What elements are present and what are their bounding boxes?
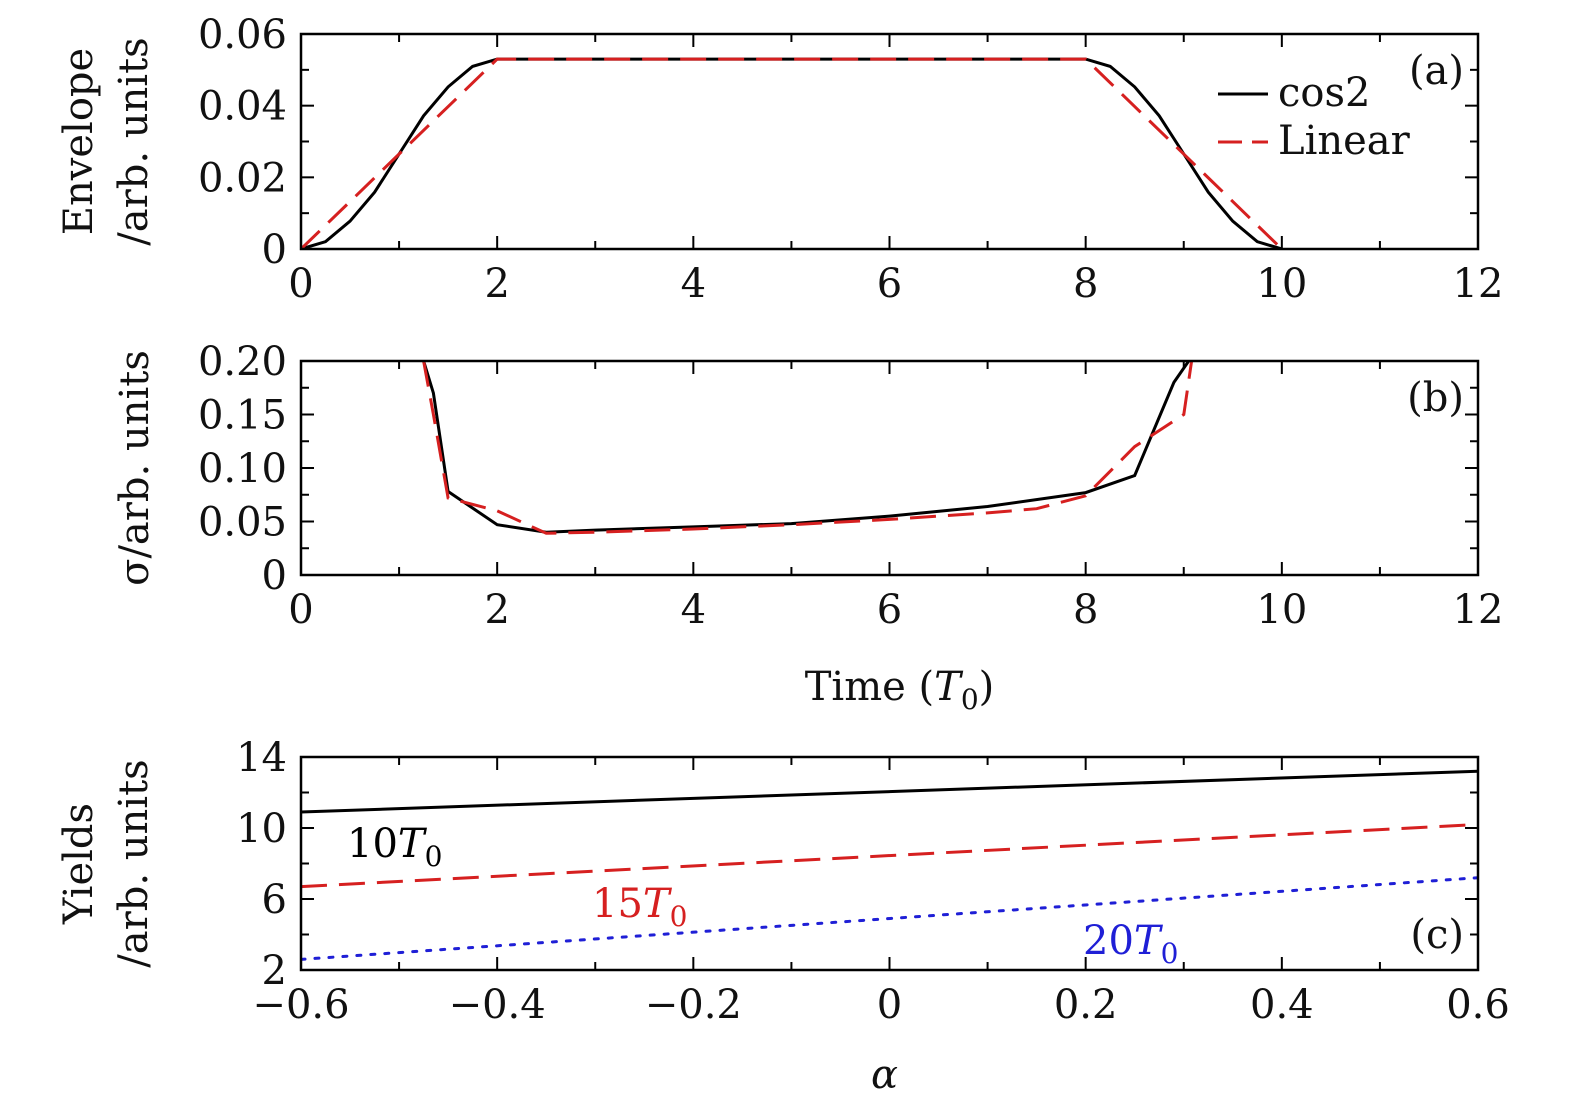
x-tick-label: 6 [877, 587, 902, 633]
plot-frame [299, 755, 1480, 972]
series-label-sub: 0 [670, 900, 688, 933]
y-axis-title: σ/arb. units [112, 350, 158, 586]
x-axis-title-part: 0 [961, 683, 979, 716]
x-tick-label: 0.2 [1054, 982, 1118, 1028]
x-tick-label: 0 [288, 587, 313, 633]
x-tick-label: 0.4 [1250, 982, 1314, 1028]
x-axis-title: α [871, 1052, 898, 1098]
x-axis-title-part: ) [979, 664, 995, 710]
y-tick-label: 0.15 [198, 393, 287, 439]
legend-entry-0: cos2 [1278, 70, 1370, 116]
y-tick-label: 14 [236, 735, 287, 781]
x-tick-label: 4 [681, 587, 706, 633]
x-tick-label: 0 [877, 982, 902, 1028]
y-tick-label: 2 [262, 948, 287, 994]
y-axis-title: /arb. units [111, 37, 157, 245]
series-group [301, 769, 1478, 961]
series-line-1 [301, 57, 1283, 249]
y-tick-label: 6 [262, 877, 287, 923]
series-label-symbol: T [643, 881, 673, 927]
y-tick-label: 0.05 [198, 500, 287, 546]
series-label-1: 15T0 [592, 881, 687, 933]
legend-entry-1: Linear [1278, 118, 1411, 164]
x-tick-label: 4 [681, 261, 706, 307]
x-tick-label: 10 [1256, 587, 1307, 633]
y-axis-title: Envelope [56, 48, 102, 235]
y-axis-title: Yields [56, 803, 102, 925]
series-label-symbol: T [1134, 918, 1164, 964]
x-tick-label: 6 [877, 261, 902, 307]
x-axis-title-part: Time ( [805, 664, 934, 710]
panel-label: (b) [1407, 375, 1464, 421]
x-tick-label: 8 [1073, 587, 1098, 633]
panel-c: −0.6 −0.4 −0.2 0 0.2 0.4 0.6 2 6 10 14 Yields/arb. … [56, 735, 1510, 1098]
series-label-2: 20T0 [1083, 918, 1178, 970]
x-axis-title: Time (T0) [805, 664, 995, 716]
series-group [301, 57, 1283, 249]
series-line-0 [301, 769, 1478, 814]
panel-label: (a) [1409, 48, 1464, 94]
x-tick-label: 2 [484, 261, 509, 307]
series-line-1 [301, 823, 1478, 889]
x-tick-label: 0 [288, 261, 313, 307]
x-tick-label: −0.4 [449, 982, 546, 1028]
y-tick-label: 10 [236, 806, 287, 852]
series-line-2 [301, 876, 1478, 961]
x-tick-label: −0.2 [645, 982, 742, 1028]
y-tick-label: 0.06 [198, 12, 287, 58]
x-tick-label: 2 [484, 587, 509, 633]
series-label-0: 10T0 [347, 821, 442, 873]
plot-frame [299, 359, 1480, 577]
y-tick-label: 0.10 [198, 446, 287, 492]
series-label-sub: 0 [1161, 937, 1179, 970]
y-tick-label: 0.02 [198, 155, 287, 201]
y-tick-label: 0.04 [198, 84, 287, 130]
x-tick-label: 10 [1256, 261, 1307, 307]
series-label-sub: 0 [425, 840, 443, 873]
x-tick-label: 0.6 [1446, 982, 1510, 1028]
series-line-0 [422, 361, 1190, 534]
series-label-number: 10 [347, 821, 398, 867]
panel-label: (c) [1410, 912, 1464, 958]
x-tick-label: 12 [1453, 261, 1504, 307]
y-tick-label: 0 [262, 227, 287, 273]
x-axis-title-part: T [934, 664, 964, 710]
series-label-number: 20 [1083, 918, 1134, 964]
series-label-number: 15 [592, 881, 643, 927]
y-tick-label: 0.20 [198, 339, 287, 385]
series-label-symbol: T [398, 821, 428, 867]
series-line-0 [301, 57, 1283, 249]
x-tick-label: 12 [1453, 587, 1504, 633]
y-axis-title: /arb. units [111, 759, 157, 967]
x-tick-label: −0.6 [252, 982, 349, 1028]
panel-a: 0 2 4 6 8 10 12 0 0.02 0.04 0.06 Envelope/arb. unit… [56, 12, 1503, 307]
series-group [422, 361, 1194, 535]
x-tick-label: 8 [1073, 261, 1098, 307]
y-tick-label: 0 [262, 553, 287, 599]
series-line-1 [422, 361, 1194, 535]
